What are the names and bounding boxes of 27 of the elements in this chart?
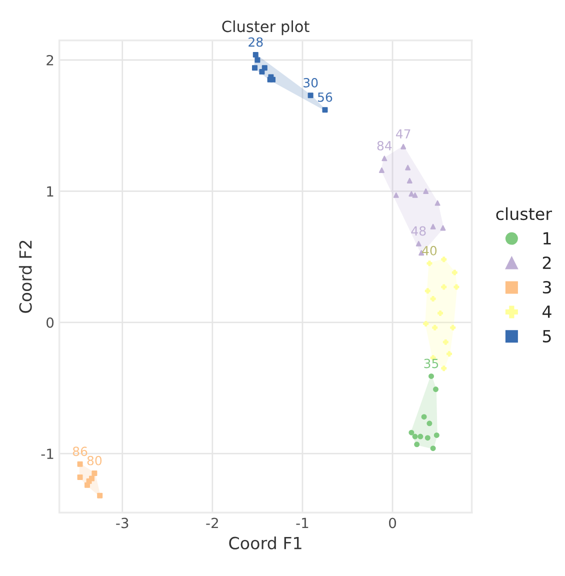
- annotation: 35: [424, 358, 438, 368]
- legend-label: 2: [542, 256, 551, 269]
- y-tick-label: 2: [46, 54, 54, 66]
- x-tick-label: -3: [116, 518, 128, 528]
- y-axis-title: Coord F2: [18, 240, 32, 313]
- y-tick-label: 0: [46, 317, 54, 328]
- legend-label: 1: [544, 232, 551, 244]
- annotation: 47: [396, 129, 410, 138]
- x-tick-label: -2: [206, 518, 218, 528]
- legend-label: 5: [542, 330, 551, 342]
- annotation: 80: [87, 456, 102, 466]
- y-tick-label: -1: [41, 448, 54, 459]
- annotation: 40: [422, 246, 437, 256]
- x-axis-title: Coord F1: [229, 536, 302, 550]
- chart-title: Cluster plot: [222, 20, 310, 36]
- annotation: 86: [72, 446, 88, 456]
- annotation: 28: [248, 37, 263, 47]
- legend-label: 4: [542, 306, 552, 318]
- annotation: 84: [377, 140, 392, 150]
- x-tick-label: 0: [389, 518, 396, 528]
- annotation: 56: [318, 92, 332, 102]
- legend-title: cluster: [496, 207, 552, 220]
- x-tick-label: -1: [296, 518, 308, 528]
- y-tick-label: 1: [47, 186, 54, 196]
- annotation: 48: [411, 226, 426, 236]
- annotation: 30: [304, 78, 318, 88]
- legend-label: 3: [542, 280, 551, 294]
